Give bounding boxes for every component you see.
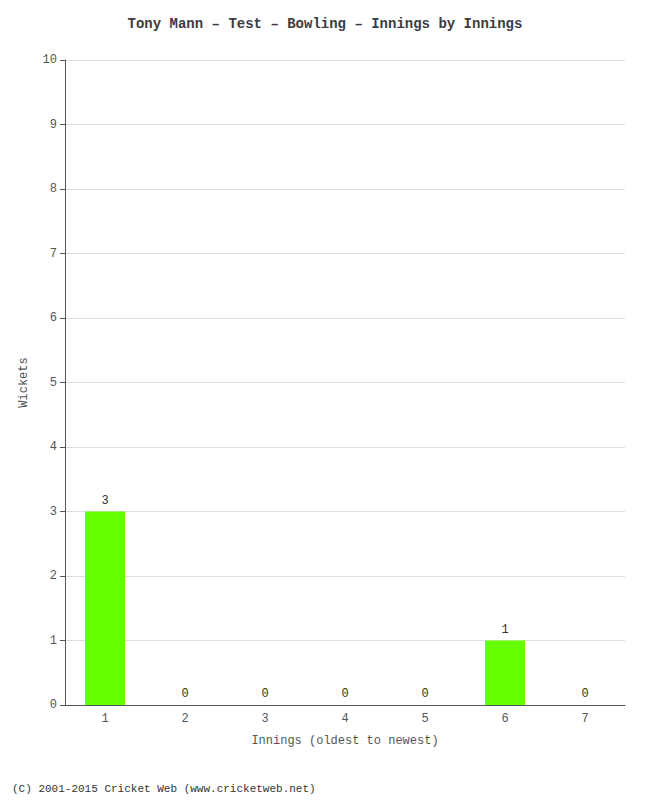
svg-text:2: 2: [181, 712, 188, 726]
svg-text:1: 1: [50, 634, 57, 648]
svg-text:10: 10: [43, 53, 57, 67]
svg-text:4: 4: [341, 712, 348, 726]
svg-text:Tony Mann – Test – Bowling – I: Tony Mann – Test – Bowling – Innings by …: [128, 16, 523, 32]
svg-text:Wickets: Wickets: [17, 357, 31, 407]
svg-text:Innings (oldest to newest): Innings (oldest to newest): [251, 734, 438, 748]
svg-text:5: 5: [50, 376, 57, 390]
svg-text:0: 0: [421, 687, 428, 701]
svg-text:0: 0: [261, 687, 268, 701]
svg-text:9: 9: [50, 118, 57, 132]
svg-text:5: 5: [421, 712, 428, 726]
svg-text:6: 6: [501, 712, 508, 726]
svg-text:1: 1: [501, 623, 508, 637]
svg-text:2: 2: [50, 569, 57, 583]
svg-text:4: 4: [50, 440, 57, 454]
svg-text:1: 1: [101, 712, 108, 726]
svg-text:0: 0: [581, 687, 588, 701]
svg-text:6: 6: [50, 311, 57, 325]
svg-text:3: 3: [261, 712, 268, 726]
svg-text:3: 3: [50, 505, 57, 519]
svg-text:7: 7: [581, 712, 588, 726]
svg-text:3: 3: [101, 494, 108, 508]
svg-text:(C) 2001-2015 Cricket Web (www: (C) 2001-2015 Cricket Web (www.cricketwe…: [12, 783, 316, 795]
svg-text:0: 0: [50, 698, 57, 712]
svg-text:7: 7: [50, 247, 57, 261]
svg-text:0: 0: [181, 687, 188, 701]
svg-text:8: 8: [50, 182, 57, 196]
svg-text:0: 0: [341, 687, 348, 701]
